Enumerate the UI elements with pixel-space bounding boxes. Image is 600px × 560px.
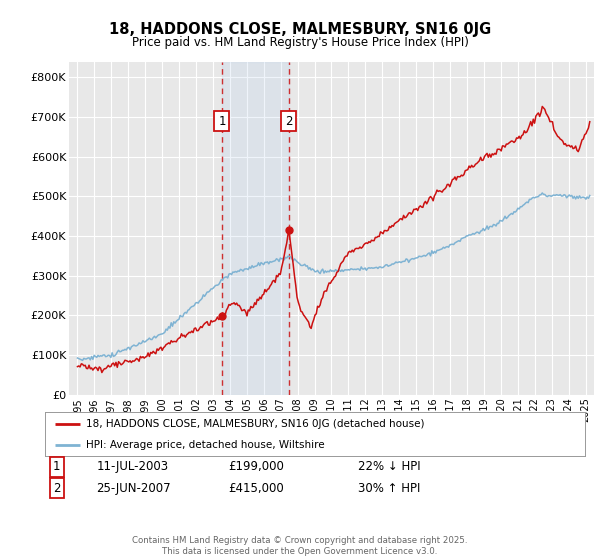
Text: 1: 1 bbox=[53, 460, 61, 473]
Text: 18, HADDONS CLOSE, MALMESBURY, SN16 0JG: 18, HADDONS CLOSE, MALMESBURY, SN16 0JG bbox=[109, 22, 491, 38]
Text: Price paid vs. HM Land Registry's House Price Index (HPI): Price paid vs. HM Land Registry's House … bbox=[131, 36, 469, 49]
Text: £199,000: £199,000 bbox=[229, 460, 284, 473]
Text: £415,000: £415,000 bbox=[229, 482, 284, 494]
Bar bbox=[222, 62, 289, 395]
Text: 2: 2 bbox=[53, 482, 61, 494]
Text: 1: 1 bbox=[218, 115, 226, 128]
Text: Contains HM Land Registry data © Crown copyright and database right 2025.
This d: Contains HM Land Registry data © Crown c… bbox=[132, 536, 468, 556]
Text: 18, HADDONS CLOSE, MALMESBURY, SN16 0JG (detached house): 18, HADDONS CLOSE, MALMESBURY, SN16 0JG … bbox=[86, 419, 424, 429]
Text: 30% ↑ HPI: 30% ↑ HPI bbox=[358, 482, 421, 494]
Text: 22% ↓ HPI: 22% ↓ HPI bbox=[358, 460, 421, 473]
Text: 25-JUN-2007: 25-JUN-2007 bbox=[96, 482, 171, 494]
Text: HPI: Average price, detached house, Wiltshire: HPI: Average price, detached house, Wilt… bbox=[86, 440, 324, 450]
Text: 2: 2 bbox=[285, 115, 293, 128]
Text: 11-JUL-2003: 11-JUL-2003 bbox=[96, 460, 169, 473]
